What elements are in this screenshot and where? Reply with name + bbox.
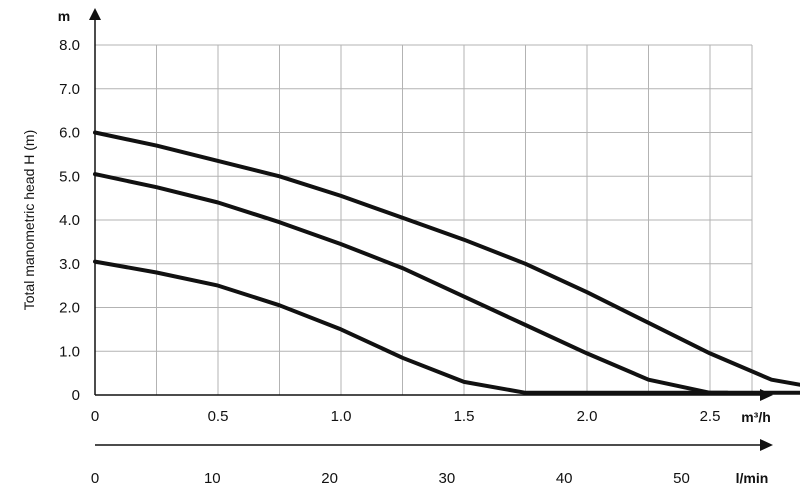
x-tick-label: 0.5	[208, 408, 229, 425]
y-tick-label: 1.0	[59, 343, 80, 360]
x2-axis-arrow	[760, 439, 773, 451]
x-tick-label: 2.5	[700, 408, 721, 425]
y-tick-label: 7.0	[59, 81, 80, 98]
x2-tick-label: 20	[321, 470, 338, 487]
x2-tick-label: 40	[556, 470, 573, 487]
y-tick-label: 0	[72, 387, 80, 404]
x-unit-label: m³/h	[741, 409, 771, 425]
x-tick-label: 0	[91, 408, 99, 425]
y-axis-title: Total manometric head H (m)	[21, 130, 37, 311]
x2-tick-label: 30	[439, 470, 456, 487]
x-tick-label: 2.0	[577, 408, 598, 425]
y-tick-label: 2.0	[59, 300, 80, 317]
pump-curve	[93, 130, 800, 387]
x2-unit-label: l/min	[736, 470, 769, 486]
x-tick-label: 1.5	[454, 408, 475, 425]
x2-tick-label: 0	[91, 470, 99, 487]
y-tick-label: 5.0	[59, 168, 80, 185]
y-tick-label: 4.0	[59, 212, 80, 229]
x-tick-label: 1.0	[331, 408, 352, 425]
labels: 8.07.06.05.04.03.02.01.000 0.5 1.0 1.5 2.0 2.…	[21, 8, 771, 487]
y-tick-label: 8.0	[59, 37, 80, 54]
y-axis-arrow	[89, 8, 101, 20]
axes	[89, 8, 773, 451]
x2-tick-label: 50	[673, 470, 690, 487]
x-axis-arrow	[760, 389, 773, 401]
curves	[93, 130, 800, 395]
y-tick-label: 3.0	[59, 256, 80, 273]
x2-tick-label: 10	[204, 470, 221, 487]
y-tick-label: 6.0	[59, 125, 80, 142]
y-unit-label: m	[58, 8, 70, 24]
pump-curve	[93, 259, 730, 395]
grid	[95, 44, 753, 395]
